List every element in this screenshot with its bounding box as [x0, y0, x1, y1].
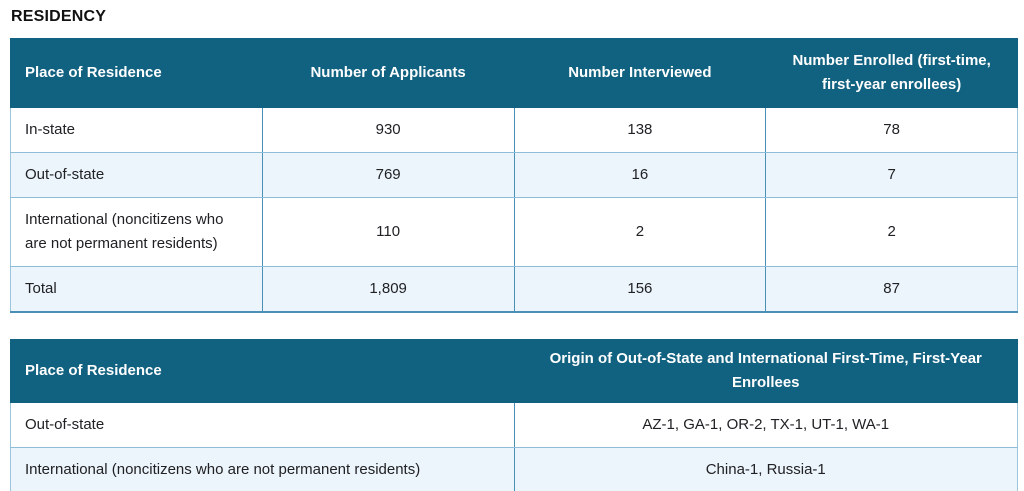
table-row-international: International (noncitizens who are not p…: [10, 197, 1018, 267]
table-row-out-of-state: Out-of-state 769 16 7: [10, 152, 1018, 198]
summary-header-row: Place of Residence Number of Applicants …: [10, 38, 1018, 108]
origin-header-row: Place of Residence Origin of Out-of-Stat…: [10, 339, 1018, 403]
column-header-place-of-residence: Place of Residence: [10, 339, 515, 403]
cell-number-of-applicants: 1,809: [261, 266, 515, 313]
cell-number-interviewed: 138: [513, 107, 767, 153]
cell-number-enrolled: 2: [765, 197, 1018, 267]
cell-place-of-residence: In-state: [10, 107, 263, 153]
cell-place-of-residence: Out-of-state: [10, 402, 515, 448]
table-row-total: Total 1,809 156 87: [10, 266, 1018, 313]
cell-place-of-residence: Out-of-state: [10, 152, 263, 198]
cell-number-of-applicants: 930: [261, 107, 515, 153]
cell-number-interviewed: 16: [513, 152, 767, 198]
column-header-origin-of-enrollees: Origin of Out-of-State and International…: [513, 339, 1018, 403]
cell-number-of-applicants: 110: [261, 197, 515, 267]
cell-place-of-residence: Total: [10, 266, 263, 313]
cell-number-of-applicants: 769: [261, 152, 515, 198]
cell-origin-list: China-1, Russia-1: [513, 447, 1018, 491]
residency-origin-table: Place of Residence Origin of Out-of-Stat…: [10, 339, 1018, 491]
cell-origin-list: AZ-1, GA-1, OR-2, TX-1, UT-1, WA-1: [513, 402, 1018, 448]
column-header-number-of-applicants: Number of Applicants: [261, 38, 515, 108]
column-header-number-interviewed: Number Interviewed: [513, 38, 767, 108]
residency-summary-table: Place of Residence Number of Applicants …: [10, 38, 1018, 313]
cell-number-enrolled: 78: [765, 107, 1018, 153]
cell-place-of-residence: International (noncitizens who are not p…: [10, 447, 515, 491]
column-header-place-of-residence: Place of Residence: [10, 38, 263, 108]
cell-number-interviewed: 156: [513, 266, 767, 313]
cell-place-of-residence: International (noncitizens who are not p…: [10, 197, 263, 267]
column-header-number-enrolled: Number Enrolled (first-time, first-year …: [765, 38, 1018, 108]
cell-number-enrolled: 7: [765, 152, 1018, 198]
table-row-in-state: In-state 930 138 78: [10, 107, 1018, 153]
cell-number-interviewed: 2: [513, 197, 767, 267]
table-row-international-origin: International (noncitizens who are not p…: [10, 447, 1018, 491]
table-row-out-of-state-origin: Out-of-state AZ-1, GA-1, OR-2, TX-1, UT-…: [10, 402, 1018, 448]
section-title: RESIDENCY: [11, 8, 107, 25]
cell-number-enrolled: 87: [765, 266, 1018, 313]
